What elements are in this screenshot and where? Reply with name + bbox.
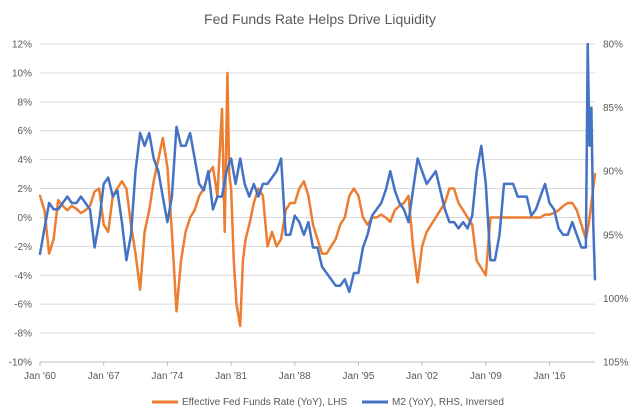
left-tick-label: 6% [18, 126, 33, 137]
left-tick-label: 0% [18, 213, 33, 224]
left-tick-label: -10% [9, 358, 32, 369]
x-tick-label: Jan '02 [406, 371, 438, 382]
right-tick-label: 80% [603, 40, 623, 51]
series-line-m2 [38, 42, 597, 294]
left-tick-label: -6% [14, 300, 32, 311]
x-tick-label: Jan '95 [342, 371, 374, 382]
right-tick-label: 90% [603, 167, 623, 178]
x-tick-label: Jan '88 [279, 371, 311, 382]
right-tick-label: 100% [603, 294, 629, 305]
x-tick-label: Jan '60 [24, 371, 56, 382]
left-tick-label: 12% [12, 40, 32, 51]
legend-label-m2: M2 (YoY), RHS, Inversed [392, 397, 504, 408]
series-line-fed-funds [38, 71, 597, 328]
legend-label-fed-funds: Effective Fed Funds Rate (YoY), LHS [182, 397, 347, 408]
right-tick-label: 85% [603, 103, 623, 114]
right-tick-label: 95% [603, 230, 623, 241]
x-axis: Jan '60 Jan '67 Jan '74 Jan '81 Jan '88 Jan '… [24, 361, 595, 382]
left-tick-label: 10% [12, 68, 32, 79]
right-y-axis: 80% 85% 90% 95% 100% 105% [603, 40, 629, 369]
left-y-axis: -10% -8% -6% -4% -2% 0% 2% 4% 6% 8% 10% 12% [9, 40, 32, 369]
x-tick-label: Jan '81 [215, 371, 247, 382]
right-tick-label: 105% [603, 358, 629, 369]
left-tick-label: -8% [14, 329, 32, 340]
left-tick-label: 2% [18, 184, 33, 195]
left-tick-label: -4% [14, 271, 32, 282]
left-tick-label: 4% [18, 155, 33, 166]
series-layer [38, 42, 597, 328]
x-tick-label: Jan '67 [88, 371, 120, 382]
gridlines [40, 43, 595, 363]
left-tick-label: -2% [14, 242, 32, 253]
legend: Effective Fed Funds Rate (YoY), LHS M2 (… [152, 397, 504, 408]
x-tick-label: Jan '16 [534, 371, 566, 382]
chart-title: Fed Funds Rate Helps Drive Liquidity [204, 11, 436, 27]
x-tick-label: Jan '09 [470, 371, 502, 382]
left-tick-label: 8% [18, 97, 33, 108]
x-tick-label: Jan '74 [151, 371, 183, 382]
